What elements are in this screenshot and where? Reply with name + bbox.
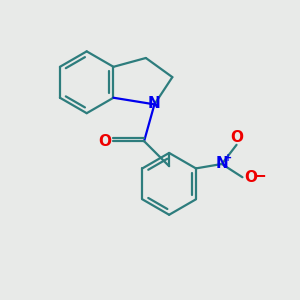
Text: +: + xyxy=(224,152,232,163)
Text: O: O xyxy=(230,130,243,145)
Text: −: − xyxy=(253,167,266,184)
Text: O: O xyxy=(98,134,112,149)
Text: N: N xyxy=(148,96,161,111)
Text: O: O xyxy=(244,170,257,185)
Text: N: N xyxy=(215,157,228,172)
